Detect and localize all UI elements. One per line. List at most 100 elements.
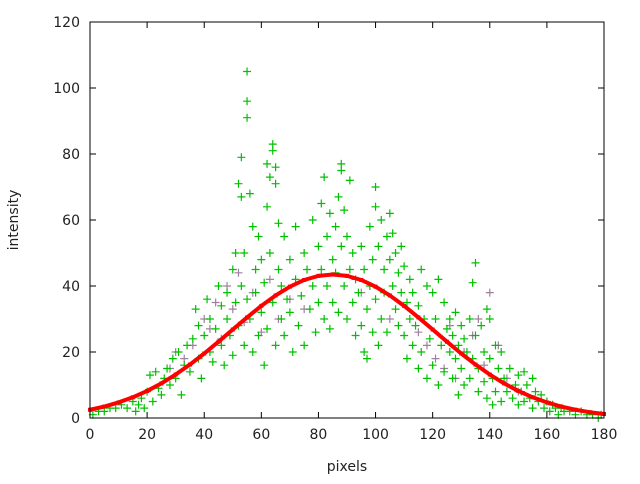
scatter-point [237, 192, 246, 201]
scatter-point [425, 334, 434, 343]
scatter-point [402, 298, 411, 307]
fit-curve-point [530, 395, 535, 400]
scatter-point [394, 268, 403, 277]
scatter-point [357, 242, 366, 251]
scatter-point [414, 301, 423, 310]
scatter-point [277, 315, 286, 323]
scatter-point [328, 298, 337, 307]
scatter-point [323, 282, 332, 290]
scatter-point [422, 341, 431, 350]
scatter-point [317, 199, 326, 208]
scatter-point [400, 331, 409, 340]
scatter-point [471, 331, 480, 340]
scatter-point [440, 367, 449, 376]
scatter-point [240, 249, 249, 257]
scatter-point [151, 367, 160, 376]
scatter-point [271, 341, 280, 350]
scatter-point [482, 305, 491, 314]
scatter-point [357, 321, 366, 330]
scatter-point [283, 295, 292, 304]
scatter-point [148, 397, 157, 406]
scatter-point [314, 298, 323, 307]
x-tick-label: 100 [362, 427, 389, 443]
fit-curve-point [273, 293, 278, 298]
scatter-point [348, 249, 357, 257]
scatter-point [440, 298, 449, 307]
scatter-point [497, 397, 506, 406]
scatter-point [382, 232, 391, 241]
fit-curve-point [202, 351, 207, 356]
scatter-point [320, 315, 329, 323]
scatter-point [371, 183, 380, 191]
scatter-point [334, 308, 343, 317]
scatter-point [340, 206, 349, 215]
scatter-point [554, 410, 563, 419]
fit-curve-point [402, 303, 407, 308]
scatter-point [203, 295, 212, 304]
scatter-point [243, 295, 252, 304]
scatter-point [271, 179, 280, 188]
fit-curve-point [302, 277, 307, 282]
scatter-point [343, 232, 351, 241]
scatter-point [491, 387, 500, 396]
scatter-point [431, 354, 440, 363]
scatter-point [422, 282, 431, 290]
scatter-point [280, 232, 289, 241]
scatter-point [377, 315, 386, 323]
scatter-point [145, 371, 154, 380]
scatter-point [274, 265, 283, 274]
scatter-point [388, 282, 397, 290]
scatter-point [243, 97, 252, 106]
scatter-point [100, 407, 109, 416]
fit-curve-point [145, 388, 150, 393]
scatter-point [214, 282, 223, 290]
scatter-point [394, 321, 403, 330]
scatter-point [454, 341, 463, 350]
scatter-point [163, 364, 172, 373]
scatter-point [380, 265, 389, 274]
x-tick-label: 120 [419, 427, 446, 443]
scatter-point [265, 249, 274, 257]
scatter-point [445, 348, 454, 356]
scatter-point [482, 394, 491, 403]
scatter-point [434, 275, 443, 284]
scatter-point [442, 324, 451, 333]
scatter-point [254, 232, 263, 241]
scatter-point [228, 305, 237, 314]
x-tick-label: 20 [138, 427, 156, 443]
scatter-point [223, 315, 232, 323]
fit-curve-point [516, 388, 521, 393]
x-tick-label: 140 [476, 427, 503, 443]
scatter-point [274, 219, 283, 228]
y-axis-label: intensity [6, 190, 22, 251]
scatter-point [325, 324, 334, 333]
y-tick-label: 80 [62, 147, 80, 163]
scatter-point [374, 242, 383, 251]
scatter-point [168, 354, 177, 363]
fit-curve-point [159, 381, 164, 386]
scatter-point [211, 298, 220, 307]
scatter-point [514, 400, 523, 409]
fit-curve-point [444, 339, 449, 344]
scatter-point [385, 315, 394, 323]
scatter-point [234, 268, 243, 277]
scatter-point [428, 288, 437, 297]
scatter-point [354, 288, 363, 297]
scatter-point [497, 348, 506, 356]
scatter-point [243, 67, 252, 76]
fit-curve-point [373, 284, 378, 289]
fit-curve-point [430, 327, 435, 332]
scatter-point [365, 222, 374, 231]
scatter-point [411, 321, 420, 330]
scatter-point [223, 288, 232, 297]
scatter-point [474, 387, 483, 396]
scatter-point [240, 341, 249, 350]
scatter-point [485, 354, 494, 363]
fit-curve-point [316, 273, 321, 278]
scatter-point [474, 315, 483, 323]
scatter-point [414, 364, 423, 373]
y-tick-label: 40 [62, 279, 80, 295]
scatter-point [191, 305, 200, 314]
scatter-point [268, 146, 277, 155]
